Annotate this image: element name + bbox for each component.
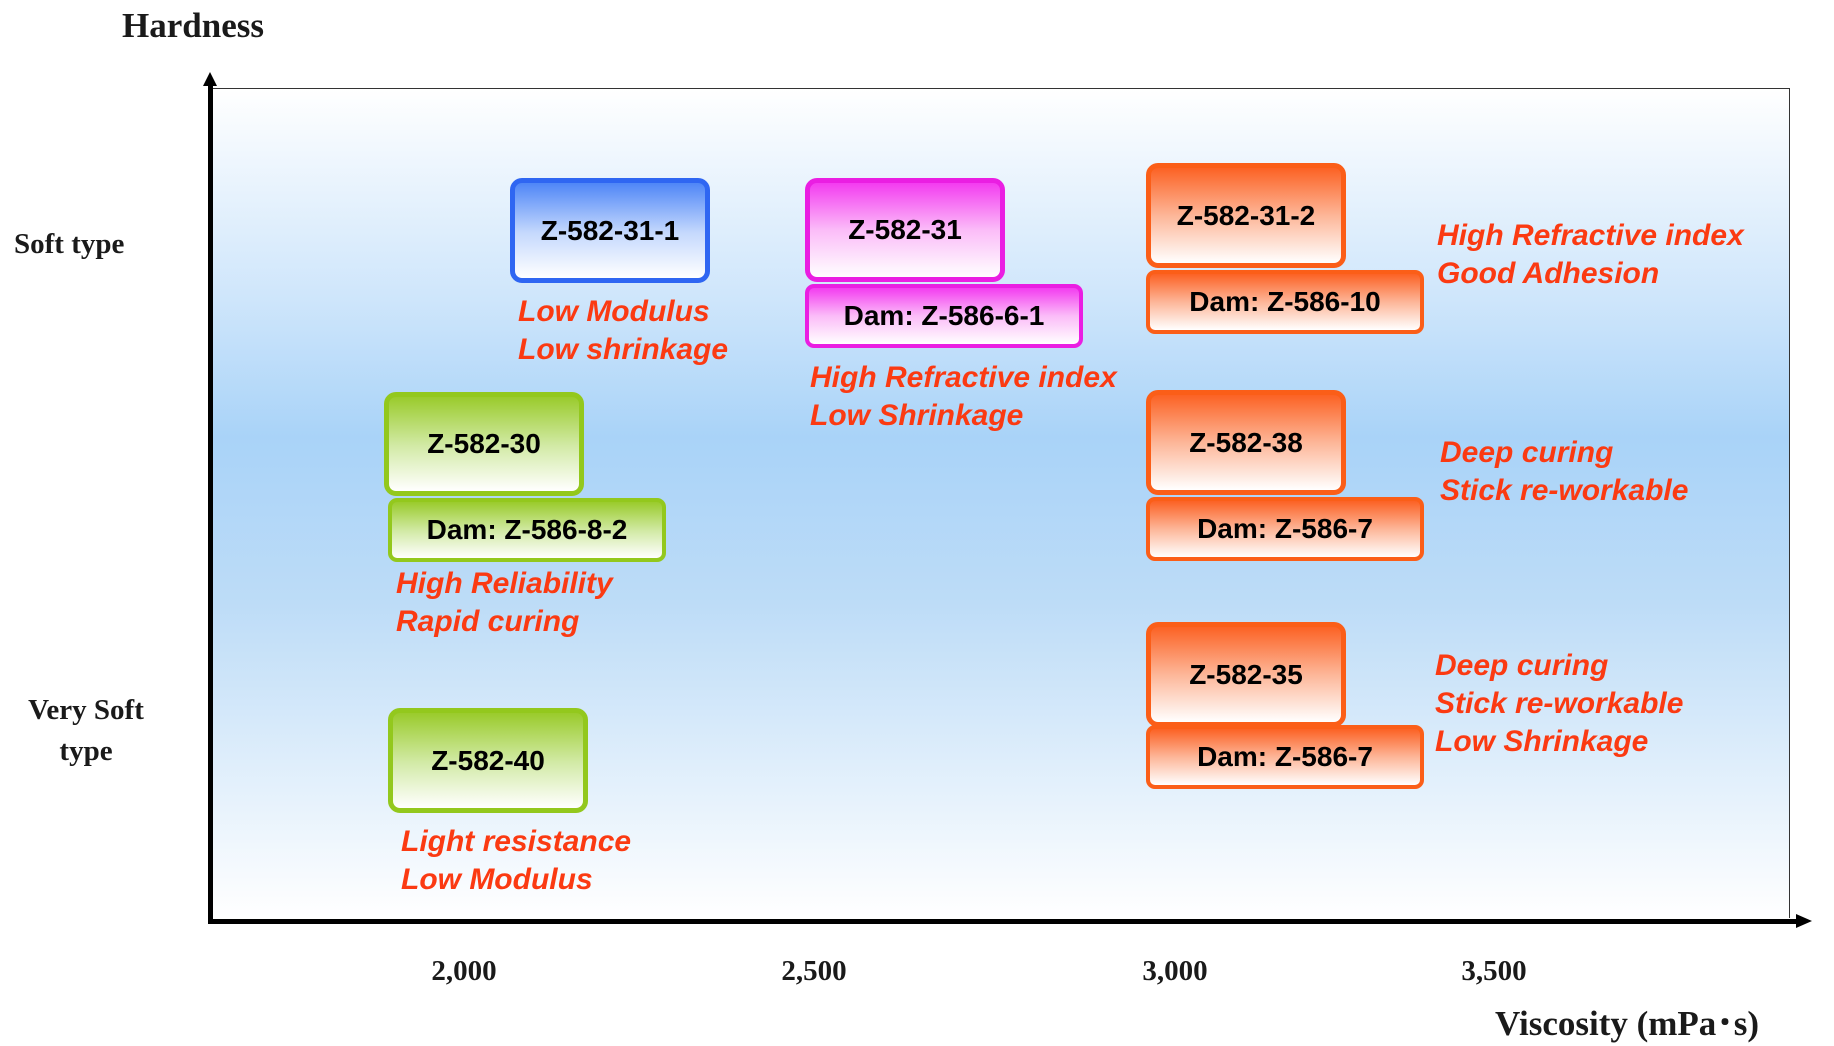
description-line: Stick re-workable	[1440, 474, 1689, 507]
x-axis-arrow-icon	[1796, 914, 1812, 928]
product-z582-30-box: Z-582-30	[384, 392, 584, 496]
description-line: Low Shrinkage	[810, 399, 1024, 432]
description-line: Low Modulus	[518, 295, 710, 328]
product-z582-31-1-description: Low Modulus Low shrinkage	[518, 293, 728, 369]
product-z582-38-description: Deep curing Stick re-workable	[1440, 434, 1688, 510]
dam-z586-6-1-box: Dam: Z-586-6-1	[805, 284, 1083, 348]
description-line: Low shrinkage	[518, 333, 729, 366]
y-label-very-soft-type: Very Soft type	[12, 690, 160, 771]
description-line: Good Adhesion	[1437, 257, 1660, 290]
product-z582-35-box: Z-582-35	[1146, 622, 1346, 727]
description-line: Stick re-workable	[1435, 687, 1684, 720]
dam-z586-7-box: Dam: Z-586-7	[1146, 497, 1424, 561]
dam-z586-8-2-box: Dam: Z-586-8-2	[388, 498, 666, 562]
y-axis	[208, 82, 213, 924]
product-z582-38-box: Z-582-38	[1146, 390, 1346, 495]
description-line: Deep curing	[1440, 436, 1614, 469]
x-tick-3500: 3,500	[1461, 955, 1527, 987]
y-axis-title: Hardness	[122, 6, 264, 45]
description-line: Rapid curing	[396, 605, 580, 638]
description-line: Low Modulus	[401, 863, 593, 896]
description-line: High Refractive index	[1437, 219, 1744, 252]
x-tick-2500: 2,500	[781, 955, 847, 987]
product-z582-31-2-description: High Refractive index Good Adhesion	[1437, 217, 1744, 293]
product-z582-31-box: Z-582-31	[805, 178, 1005, 282]
x-tick-2000: 2,000	[431, 955, 497, 987]
product-z582-40-description: Light resistance Low Modulus	[401, 823, 631, 899]
product-z582-35-description: Deep curing Stick re-workable Low Shrink…	[1435, 647, 1683, 761]
description-line: High Refractive index	[810, 361, 1117, 394]
y-label-soft-type: Soft type	[14, 228, 125, 260]
y-label-very-soft-line1: Very Soft	[28, 694, 144, 726]
product-z582-31-description: High Refractive index Low Shrinkage	[810, 359, 1117, 435]
description-line: High Reliability	[396, 567, 613, 600]
x-axis	[208, 919, 1798, 924]
y-label-very-soft-line2: type	[59, 734, 113, 767]
dam-z586-7-box: Dam: Z-586-7	[1146, 725, 1424, 789]
product-z582-40-box: Z-582-40	[388, 708, 588, 813]
x-axis-title: Viscosity (mPa･s)	[1495, 1004, 1760, 1043]
product-z582-31-1-box: Z-582-31-1	[510, 178, 710, 283]
description-line: Light resistance	[401, 825, 632, 858]
product-z582-30-description: High Reliability Rapid curing	[396, 565, 613, 641]
description-line: Low Shrinkage	[1435, 725, 1649, 758]
x-tick-3000: 3,000	[1142, 955, 1208, 987]
dam-z586-10-box: Dam: Z-586-10	[1146, 270, 1424, 334]
product-z582-31-2-box: Z-582-31-2	[1146, 163, 1346, 268]
description-line: Deep curing	[1435, 649, 1609, 682]
y-axis-arrow-icon	[203, 72, 217, 86]
